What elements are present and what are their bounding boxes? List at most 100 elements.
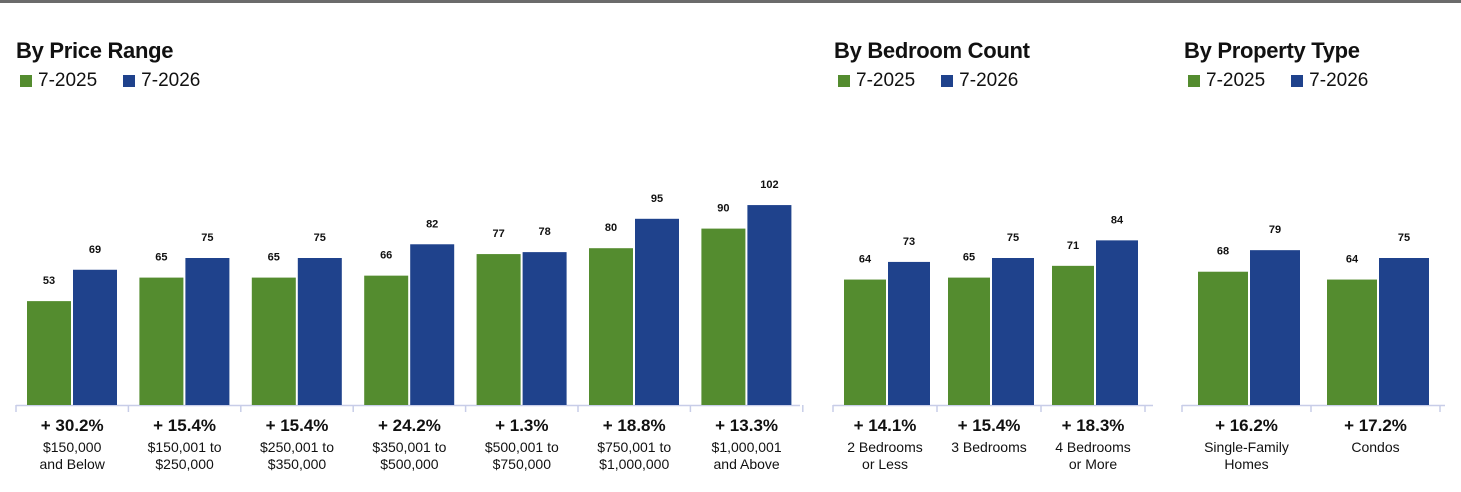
bar-7-2025-6: [701, 228, 746, 405]
bar-7-2026-2: [1096, 240, 1138, 405]
value-label: 75: [1398, 232, 1410, 244]
category-label: $750,001 to: [597, 439, 671, 455]
legend-label-2025: 7-2025: [1206, 70, 1266, 91]
legend-label-2026: 7-2026: [141, 70, 201, 91]
value-label: 71: [1067, 240, 1079, 252]
percent-change-label: + 15.4%: [958, 416, 1021, 435]
value-label: 78: [538, 226, 550, 238]
category-label: $500,001 to: [485, 439, 559, 455]
category-label: $150,000: [43, 439, 102, 455]
bar-7-2026-0: [73, 269, 117, 405]
legend-swatch-2026: [1291, 75, 1304, 87]
category-label: $350,000: [268, 456, 327, 472]
bar-7-2025-2: [251, 277, 296, 405]
percent-change-label: + 1.3%: [495, 416, 548, 435]
value-label: 75: [314, 232, 326, 244]
value-label: 75: [1007, 232, 1019, 244]
price-range-title: By Price Range: [16, 38, 174, 63]
value-label: 68: [1217, 246, 1229, 258]
category-label: $250,000: [155, 456, 214, 472]
property-type-title: By Property Type: [1184, 38, 1360, 63]
value-label: 64: [1346, 254, 1359, 266]
value-label: 90: [717, 203, 729, 215]
legend-label-2026: 7-2026: [1309, 70, 1369, 91]
category-label: or Less: [862, 456, 908, 472]
bar-7-2025-0: [27, 301, 71, 405]
value-label: 53: [43, 275, 55, 287]
price-range-panel: By Price Range 7-2025 7-2026 53 69 + 30.2%…: [15, 0, 816, 492]
bedroom-count-title: By Bedroom Count: [834, 38, 1030, 63]
category-label: 2 Bedrooms: [847, 439, 922, 455]
percent-change-label: + 15.4%: [153, 416, 216, 435]
value-label: 82: [426, 218, 438, 230]
percent-change-label: + 18.8%: [603, 416, 666, 435]
percent-change-label: + 24.2%: [378, 416, 441, 435]
bedroom-count-legend: 7-2025 7-2026: [838, 70, 1018, 92]
bar-7-2025-3: [364, 275, 409, 405]
legend-label-2025: 7-2025: [856, 70, 916, 91]
value-label: 80: [605, 222, 617, 234]
bar-7-2026-1: [1379, 258, 1429, 405]
bar-7-2026-1: [185, 258, 230, 405]
value-label: 65: [155, 252, 167, 264]
category-label: $750,000: [493, 456, 552, 472]
legend-item-2025: 7-2025: [1188, 70, 1265, 92]
bar-7-2026-0: [1250, 250, 1300, 405]
value-label: 84: [1111, 214, 1124, 226]
bar-7-2025-0: [1198, 271, 1248, 405]
percent-change-label: + 17.2%: [1344, 416, 1407, 435]
property-type-legend: 7-2025 7-2026: [1188, 70, 1368, 92]
category-label: $350,001 to: [372, 439, 446, 455]
percent-change-label: + 15.4%: [266, 416, 329, 435]
legend-item-2026: 7-2026: [123, 70, 200, 92]
legend-item-2026: 7-2026: [1291, 70, 1368, 92]
percent-change-label: + 13.3%: [715, 416, 778, 435]
legend-item-2025: 7-2025: [20, 70, 97, 92]
bar-7-2026-5: [635, 218, 679, 405]
bedroom-count-panel: By Bedroom Count 7-2025 7-2026 64 73 + 14.…: [832, 0, 1164, 492]
legend-label-2025: 7-2025: [38, 70, 98, 91]
value-label: 64: [859, 254, 872, 266]
category-label: Homes: [1224, 456, 1268, 472]
category-label: $1,000,000: [599, 456, 669, 472]
percent-change-label: + 18.3%: [1062, 416, 1125, 435]
category-label: 3 Bedrooms: [951, 439, 1026, 455]
bar-7-2026-6: [747, 205, 792, 405]
category-label: 4 Bedrooms: [1055, 439, 1130, 455]
price-range-legend: 7-2025 7-2026: [20, 70, 200, 92]
value-label: 75: [201, 232, 213, 244]
legend-swatch-2025: [20, 75, 32, 87]
percent-change-label: + 30.2%: [41, 416, 104, 435]
legend-swatch-2025: [838, 75, 850, 87]
percent-change-label: + 16.2%: [1215, 416, 1278, 435]
value-label: 65: [268, 252, 280, 264]
category-label: $1,000,001: [712, 439, 782, 455]
bar-7-2025-0: [844, 279, 886, 405]
bar-7-2025-4: [476, 254, 521, 405]
bar-7-2026-1: [992, 258, 1034, 405]
bar-7-2026-0: [888, 261, 930, 405]
category-label: $500,000: [380, 456, 439, 472]
value-label: 77: [492, 228, 504, 240]
legend-label-2026: 7-2026: [959, 70, 1019, 91]
value-label: 66: [380, 250, 392, 262]
top-rule: [0, 0, 1461, 3]
category-label: Condos: [1351, 439, 1399, 455]
percent-change-label: + 14.1%: [854, 416, 917, 435]
bar-7-2025-1: [1327, 279, 1377, 405]
legend-item-2026: 7-2026: [941, 70, 1018, 92]
property-type-panel: By Property Type 7-2025 7-2026 68 79 + 16.…: [1181, 0, 1454, 492]
bar-7-2026-4: [522, 252, 567, 405]
category-label: and Below: [40, 456, 106, 472]
legend-swatch-2025: [1188, 75, 1200, 87]
category-label: Single-Family: [1204, 439, 1289, 455]
value-label: 73: [903, 236, 915, 248]
bar-7-2025-2: [1052, 265, 1094, 405]
bar-7-2025-1: [139, 277, 184, 405]
legend-swatch-2026: [123, 75, 136, 87]
bar-7-2025-5: [589, 248, 633, 405]
bar-7-2026-2: [297, 258, 342, 405]
